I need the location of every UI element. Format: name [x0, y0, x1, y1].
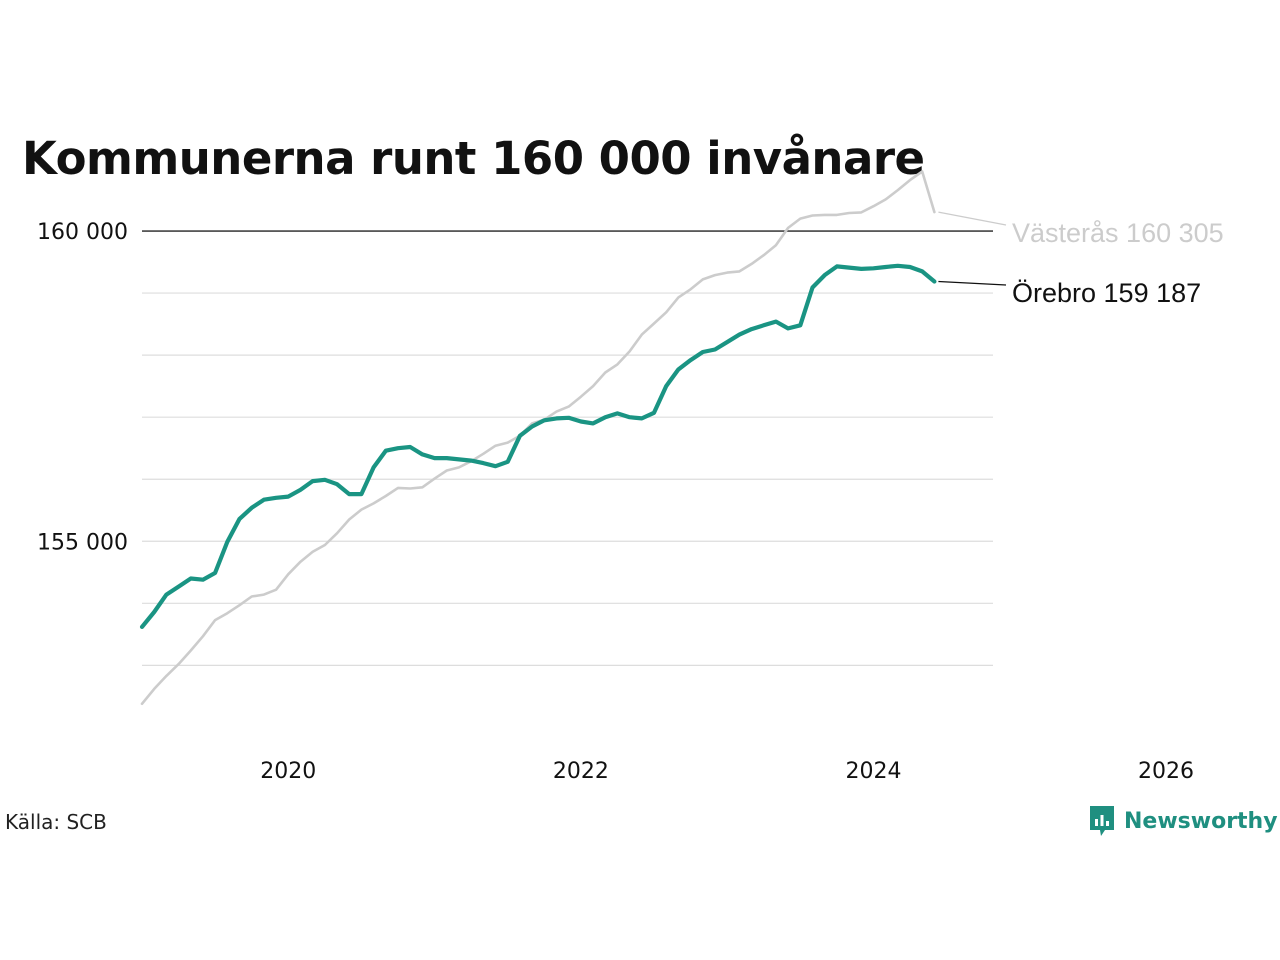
series-end-label: Västerås 160 305 — [1012, 218, 1224, 248]
y-tick-label: 160 000 — [37, 220, 128, 245]
x-axis-ticks: 2020 2022 2024 2026 — [260, 759, 1194, 784]
y-tick-label: 155 000 — [37, 530, 128, 555]
series-end-label: Örebro 159 187 — [1012, 278, 1201, 308]
x-tick-label: 2020 — [260, 759, 316, 784]
series-lines — [139, 170, 937, 706]
series-end-labels: Västerås 160 305 Örebro 159 187 — [938, 211, 1224, 308]
gridlines — [142, 230, 993, 666]
series-line-orebro — [139, 263, 937, 629]
newsworthy-brand-name: Newsworthy — [1124, 808, 1278, 834]
chart-title: Kommunerna runt 160 000 invånare — [22, 132, 925, 185]
newsworthy-logo-icon — [1090, 806, 1114, 836]
x-tick-label: 2026 — [1138, 759, 1194, 784]
x-tick-label: 2024 — [845, 759, 901, 784]
x-tick-label: 2022 — [553, 759, 609, 784]
end-label-leader — [938, 280, 1007, 286]
source-note: Källa: SCB — [5, 810, 107, 834]
series-line-vasteras — [140, 170, 936, 706]
newsworthy-logo: Newsworthy — [1088, 804, 1278, 838]
end-label-leader — [938, 211, 1007, 226]
y-axis-ticks: 160 000 155 000 — [37, 220, 128, 555]
